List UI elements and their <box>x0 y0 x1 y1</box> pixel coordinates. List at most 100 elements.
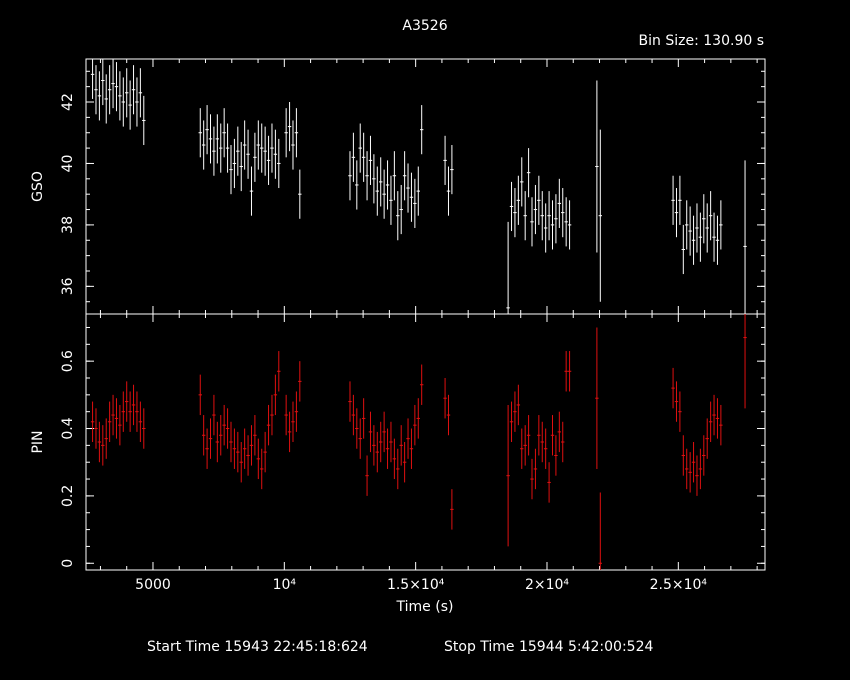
gso-data-point <box>678 175 682 225</box>
gso-data-point <box>715 215 720 265</box>
gso-data-point <box>90 59 95 99</box>
pin-data-point <box>413 404 417 446</box>
gso-data-point <box>509 181 514 232</box>
pin-data-point <box>97 421 102 463</box>
gso-data-point <box>270 123 274 173</box>
pin-y-tick-label: 0 <box>60 559 76 568</box>
gso-data-point <box>246 129 250 179</box>
pin-data-point <box>131 384 136 426</box>
pin-data-point <box>419 364 424 405</box>
gso-data-point <box>212 126 216 176</box>
pin-data-point <box>450 489 454 530</box>
pin-y-tick-label: 0.6 <box>60 350 76 372</box>
pin-data-point <box>201 415 206 456</box>
pin-frame <box>85 313 766 571</box>
pin-data-point <box>118 404 122 446</box>
pin-data-point <box>547 462 551 503</box>
gso-y-axis-label: GSO <box>30 171 46 202</box>
gso-data-point <box>705 203 709 253</box>
pin-data-point <box>249 425 254 466</box>
gso-data-point <box>242 120 247 170</box>
gso-data-point <box>520 157 524 207</box>
pin-data-point <box>557 411 562 453</box>
gso-y-tick-label: 38 <box>60 216 76 234</box>
gso-data-point <box>443 135 447 185</box>
pin-data-point <box>550 415 555 456</box>
gso-data-point <box>372 154 376 204</box>
pin-data-point <box>595 327 599 469</box>
pin-data-point <box>513 391 517 432</box>
pin-data-point <box>236 431 240 473</box>
pin-data-point <box>239 442 243 483</box>
pin-data-point <box>215 421 220 463</box>
pin-data-point <box>205 428 209 469</box>
pin-data-point <box>396 448 400 490</box>
gso-data-points <box>90 59 747 314</box>
gso-data-point <box>681 224 686 275</box>
pin-data-point <box>416 398 420 439</box>
pin-data-point <box>266 404 271 446</box>
gso-data-point <box>685 200 689 250</box>
pin-data-point <box>715 398 720 439</box>
start-time-label: Start Time 15943 22:45:18:624 <box>147 639 368 655</box>
gso-data-point <box>121 77 126 127</box>
pin-data-point <box>242 428 247 469</box>
gso-data-point <box>567 200 572 250</box>
pin-data-point <box>361 398 366 439</box>
gso-data-point <box>554 194 558 244</box>
gso-data-point <box>557 178 562 228</box>
pin-data-point <box>446 394 451 436</box>
gso-data-point <box>446 166 451 216</box>
pin-data-point <box>402 442 407 483</box>
gso-panel: 36 38 40 42 GSO <box>30 58 766 315</box>
gso-data-point <box>219 123 223 173</box>
gso-data-point <box>284 108 288 158</box>
pin-data-point <box>533 448 538 490</box>
pin-data-point <box>125 381 129 422</box>
gso-data-point <box>361 132 366 182</box>
pin-data-point <box>409 428 414 469</box>
pin-data-point <box>598 492 603 570</box>
gso-data-point <box>674 188 679 238</box>
pin-data-point <box>273 374 278 416</box>
gso-y-tick-label: 36 <box>60 277 76 295</box>
gso-data-point <box>368 135 373 185</box>
pin-data-point <box>246 435 250 476</box>
gso-data-point <box>547 191 551 241</box>
pin-data-point <box>229 421 233 463</box>
gso-data-point <box>232 138 237 189</box>
gso-frame <box>85 58 766 315</box>
pin-panel: 0 0.2 0.4 0.6 PIN <box>30 313 766 571</box>
gso-data-point <box>135 77 139 127</box>
gso-data-point <box>743 160 747 314</box>
gso-data-point <box>101 59 105 106</box>
gso-data-point <box>125 68 129 118</box>
pin-data-point <box>142 408 146 449</box>
pin-data-point <box>708 401 713 442</box>
gso-data-point <box>540 191 544 241</box>
gso-data-point <box>201 120 206 170</box>
pin-data-point <box>277 351 281 392</box>
pin-data-point <box>90 401 95 442</box>
pin-data-point <box>681 435 686 476</box>
pin-data-point <box>348 381 352 422</box>
gso-y-tick-label: 40 <box>60 155 76 173</box>
pin-data-point <box>537 415 541 456</box>
pin-data-point <box>526 415 531 456</box>
gso-data-point <box>358 123 362 173</box>
gso-data-point <box>382 169 386 219</box>
pin-data-point <box>674 381 679 422</box>
pin-data-point <box>114 398 119 439</box>
gso-data-point <box>523 191 527 241</box>
pin-data-point <box>256 438 261 480</box>
pin-data-point <box>523 425 527 466</box>
pin-data-point <box>291 401 295 442</box>
pin-data-point <box>392 438 397 480</box>
gso-data-point <box>287 102 292 152</box>
gso-data-point <box>253 132 257 182</box>
pin-data-point <box>554 435 558 476</box>
pin-y-tick-label: 0.2 <box>60 485 76 507</box>
x-axis-label: Time (s) <box>396 599 454 615</box>
gso-data-point <box>205 105 209 155</box>
pin-data-point <box>399 425 403 466</box>
